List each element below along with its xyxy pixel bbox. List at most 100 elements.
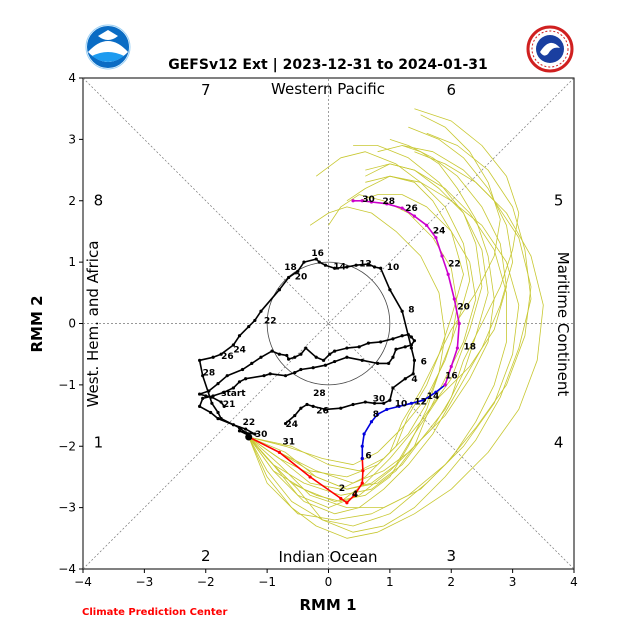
observed-point xyxy=(328,352,332,356)
day-label: 14 xyxy=(333,262,346,272)
day-label: 28 xyxy=(313,389,326,399)
ensemble-member-line xyxy=(248,206,446,502)
x-tick-label: 2 xyxy=(447,575,455,589)
observed-point xyxy=(216,382,220,386)
day-label: 16 xyxy=(311,249,324,259)
week3-forecast-point xyxy=(449,364,453,369)
observed-point xyxy=(253,318,257,323)
start-point-marker xyxy=(245,433,253,441)
observed-point xyxy=(222,404,226,408)
observed-point xyxy=(394,347,398,351)
region-label-left: West. Hem. and Africa xyxy=(84,241,102,408)
observed-point xyxy=(247,324,251,329)
x-tick-label: 0 xyxy=(325,575,333,589)
day-label: 26 xyxy=(405,204,418,214)
phase-number: 7 xyxy=(201,81,211,99)
observed-point xyxy=(253,432,257,436)
observed-point xyxy=(219,352,223,356)
phase-number: 3 xyxy=(446,547,456,565)
phase-number: 5 xyxy=(554,191,564,209)
observed-point xyxy=(231,343,235,347)
phase-number: 1 xyxy=(94,434,104,452)
observed-point xyxy=(409,346,413,350)
week2-forecast-point xyxy=(434,390,438,394)
observed-point xyxy=(198,358,202,362)
observed-point xyxy=(219,400,223,404)
x-tick-label: −3 xyxy=(136,575,154,589)
observed-point xyxy=(283,374,288,378)
observed-point xyxy=(400,334,404,338)
observed-point xyxy=(262,374,266,378)
x-tick-label: 4 xyxy=(570,575,578,589)
day-label: 10 xyxy=(395,399,408,409)
observed-point xyxy=(244,427,248,431)
week3-forecast-point xyxy=(351,199,355,203)
observed-point xyxy=(382,401,386,405)
ensemble-member-line xyxy=(248,114,501,490)
week1-forecast-point xyxy=(352,493,356,497)
ensemble-member-line xyxy=(248,145,532,521)
unit-circle xyxy=(266,261,391,386)
observed-point xyxy=(333,359,337,364)
forecast-mean-track xyxy=(245,199,461,505)
phase-number: 2 xyxy=(201,547,211,565)
day-label: 20 xyxy=(295,272,308,282)
week3-forecast-point xyxy=(369,200,374,204)
observed-point xyxy=(277,288,281,292)
observed-point xyxy=(296,269,300,273)
week3-forecast-point xyxy=(455,346,459,350)
observed-point xyxy=(333,349,337,353)
observed-point xyxy=(211,394,215,398)
day-label: 6 xyxy=(421,358,427,368)
observed-point xyxy=(388,288,392,292)
region-label-right: Maritime Continent xyxy=(554,252,572,397)
day-label: 30 xyxy=(373,394,386,404)
phase-number: 4 xyxy=(554,434,564,452)
ensemble-members xyxy=(248,108,544,539)
observed-point xyxy=(198,404,202,408)
observed-point xyxy=(345,355,349,359)
observed-point xyxy=(211,355,215,359)
observed-point xyxy=(259,309,263,313)
observed-point xyxy=(259,355,263,359)
observed-point xyxy=(219,417,223,421)
observed-point xyxy=(198,392,202,396)
observed-point xyxy=(311,404,315,408)
day-label: 18 xyxy=(284,263,297,273)
observed-point xyxy=(412,339,417,343)
observed-point xyxy=(237,380,242,384)
observed-point xyxy=(293,413,297,418)
day-label: 21 xyxy=(223,400,236,410)
week3-forecast-point xyxy=(434,235,438,240)
day-label: 4 xyxy=(411,375,417,385)
day-label: 4 xyxy=(352,490,358,500)
ensemble-member-line xyxy=(248,194,477,496)
observed-point xyxy=(409,335,413,339)
observed-point xyxy=(354,263,358,267)
week2-forecast-point xyxy=(360,444,364,448)
week3-forecast-point xyxy=(443,383,447,387)
day-label: 18 xyxy=(464,342,477,352)
observed-point xyxy=(237,334,242,338)
nws-logo xyxy=(526,25,574,73)
week2-forecast-point xyxy=(376,412,380,416)
week3-forecast-point xyxy=(385,202,389,206)
observed-point xyxy=(237,426,242,430)
ensemble-member-line xyxy=(248,175,520,527)
day-label: 24 xyxy=(286,420,299,430)
day-label: 12 xyxy=(359,259,372,269)
observed-point xyxy=(240,367,245,372)
day-label: 22 xyxy=(243,418,256,428)
y-axis-ticks: −4 −3 −2 −1 0 1 2 3 4 xyxy=(58,71,83,576)
week3-forecast-point xyxy=(412,214,417,218)
observed-point xyxy=(231,386,235,390)
week3-forecast-point xyxy=(446,272,450,276)
ensemble-member-line xyxy=(248,132,532,533)
day-label: start xyxy=(221,389,246,399)
observed-point xyxy=(283,421,288,426)
observed-point xyxy=(204,394,208,398)
week1-forecast-point xyxy=(308,475,312,479)
day-label: 12 xyxy=(414,398,427,408)
